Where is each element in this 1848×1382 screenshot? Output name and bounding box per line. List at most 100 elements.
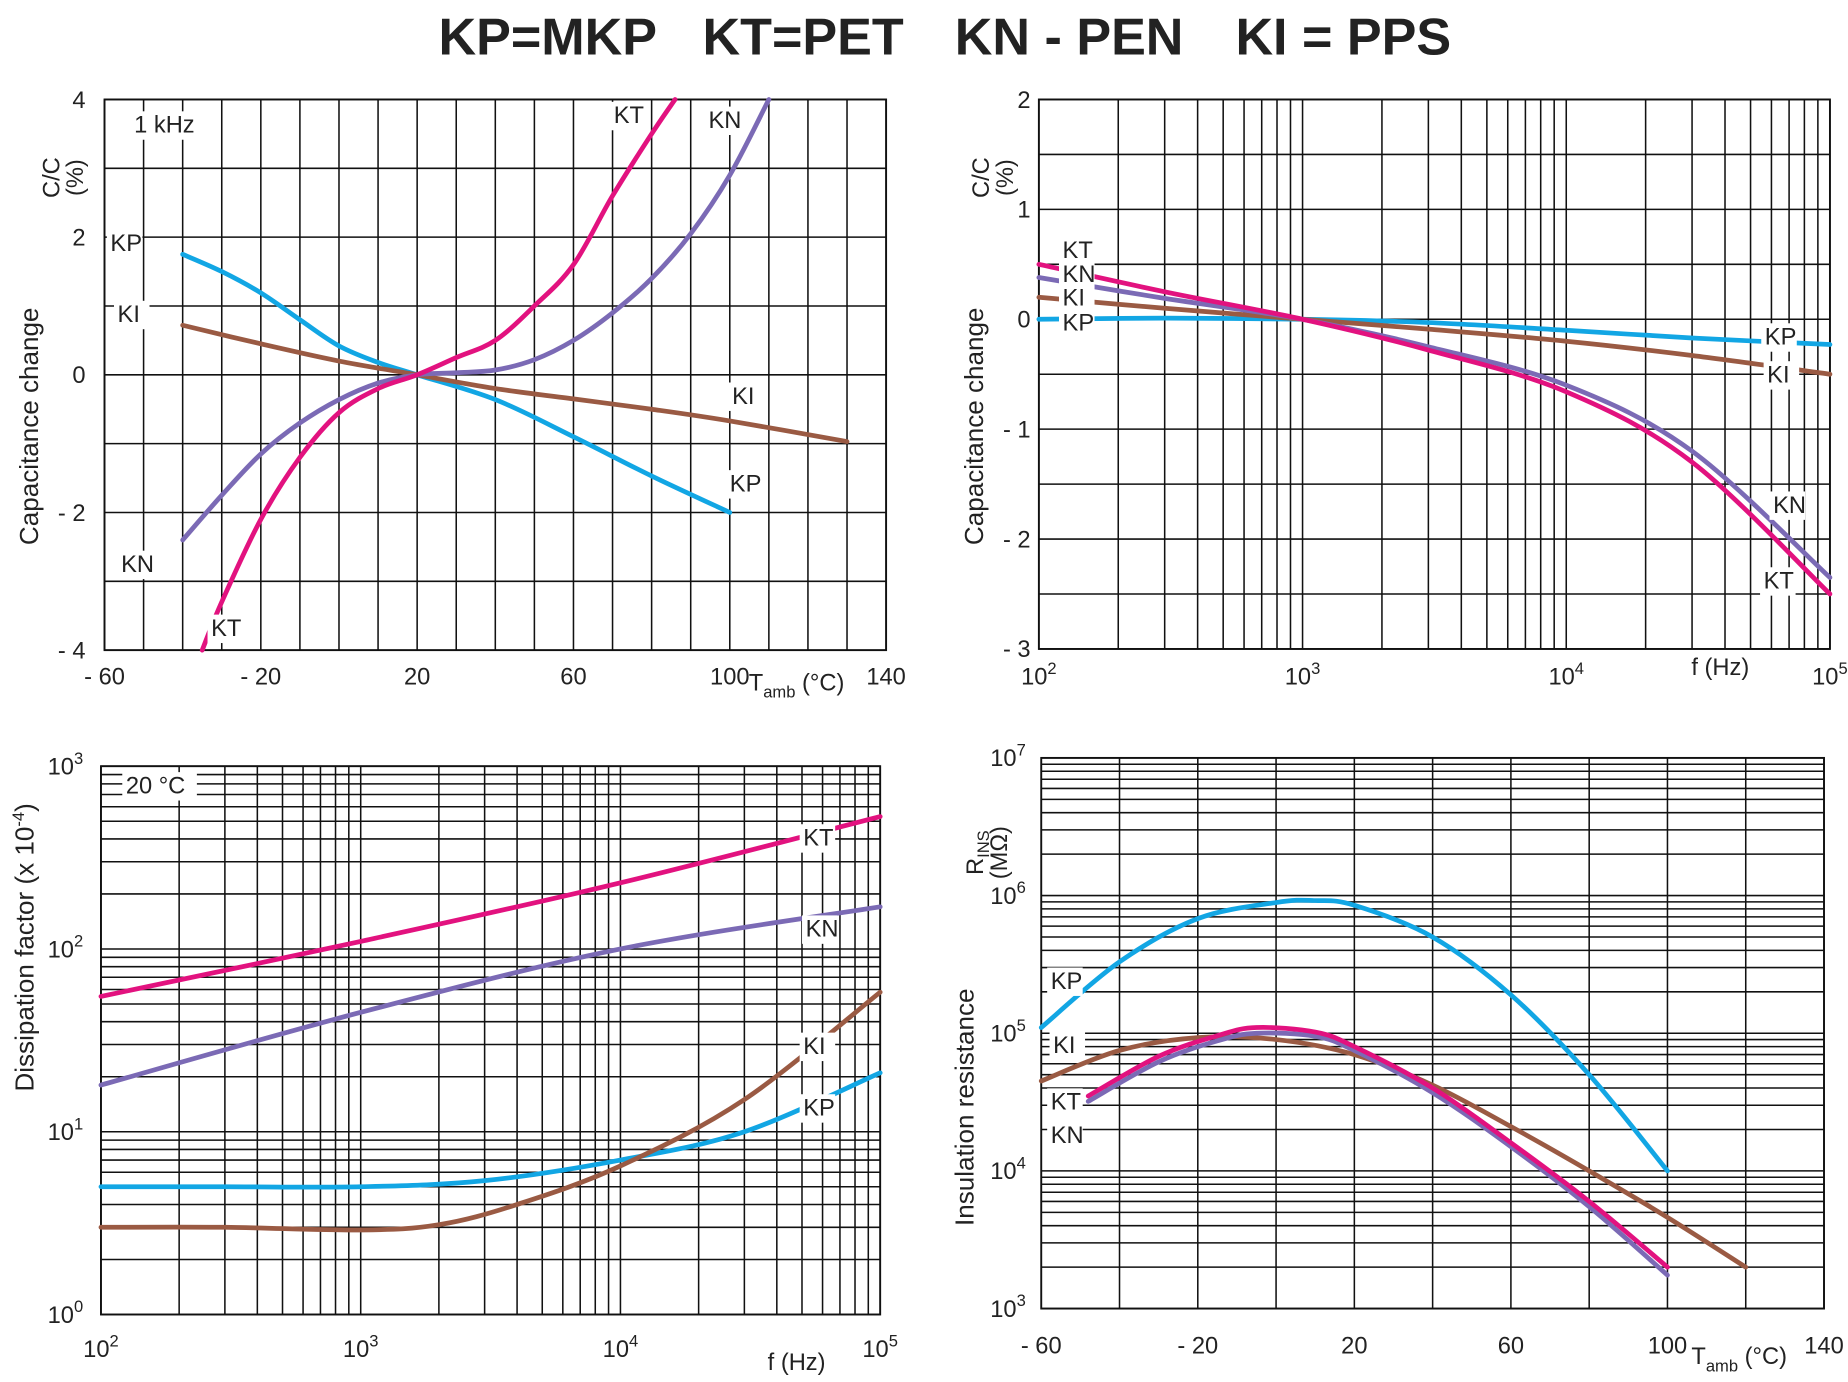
annotation-background [130, 111, 206, 140]
annotation-background [728, 382, 765, 411]
x-axis-label: Tamb (°C) [749, 670, 845, 701]
y-axis-short-label: C/C(%) [40, 157, 90, 198]
y-tick-label-base: 10 [48, 937, 74, 963]
annotation-background [704, 106, 741, 136]
series-kn-line [180, 97, 772, 543]
series-kt-line [1085, 1025, 1670, 1270]
annotation-background [106, 229, 143, 259]
y-tick-label: - 2 [1003, 527, 1031, 553]
series-kt-line [98, 814, 883, 999]
x-tick-label-base: 10 [1812, 664, 1838, 690]
grid [103, 98, 887, 651]
y-axis-label: Insulation resistance [950, 989, 980, 1226]
x-tick-label-exp: 4 [1575, 659, 1584, 678]
annotation-background [207, 614, 244, 644]
x-tick-label: 20 [404, 664, 430, 690]
grid [1040, 757, 1825, 1310]
x-tick-label-exp: 4 [629, 1331, 638, 1350]
curve-label: KN [1773, 493, 1806, 519]
y-axis-label-close: ) [9, 803, 39, 812]
x-tick-label: 60 [560, 664, 586, 690]
curve-label: KI [1053, 1033, 1075, 1059]
x-tick-label-base: 10 [343, 1337, 369, 1363]
curve-label: KT [211, 616, 241, 642]
annotation-background [799, 824, 836, 853]
y-tick-label-exp: 5 [1017, 1016, 1026, 1035]
annotation-background [122, 772, 197, 801]
y-axis-label-text: Dissipation factor (x 10 [9, 827, 39, 1092]
y-tick-label: - 3 [1003, 637, 1031, 663]
y-tick-label-exp: 3 [1017, 1291, 1026, 1310]
curve-label: KP [1063, 310, 1095, 336]
curve-label: 20 °C [126, 773, 185, 799]
x-tick-label: 105 [1812, 659, 1848, 691]
y-axis-unit: (%) [993, 159, 1019, 196]
grid [100, 765, 881, 1316]
x-tick-label-base: 10 [1548, 664, 1574, 690]
x-tick-label: - 60 [1021, 1334, 1062, 1360]
x-axis-label-unit: (°C) [795, 670, 844, 696]
plot-frame [103, 98, 888, 652]
x-tick-label-exp: 5 [889, 1331, 898, 1350]
x-tick-label: 105 [862, 1331, 898, 1363]
curve-label: KN [1051, 1123, 1084, 1149]
annotation-background [113, 300, 150, 330]
annotation-background [726, 470, 762, 499]
series-kp-line [1036, 315, 1833, 347]
curve-label: KP [1051, 969, 1083, 995]
series-kn-line [98, 904, 883, 1088]
series-kn-line [1085, 1030, 1670, 1278]
annotation-background [1769, 491, 1806, 520]
y-tick-label-base: 10 [990, 1022, 1016, 1048]
grid [1038, 98, 1831, 650]
y-tick-label-base: 10 [990, 746, 1016, 772]
curve-label: KN [708, 108, 741, 134]
y-tick-label: 102 [48, 932, 84, 964]
y-tick-label: 104 [990, 1154, 1026, 1186]
curve-label: 1 kHz [134, 113, 195, 139]
curve-label: KI [118, 302, 140, 328]
annotation-background [1760, 567, 1796, 596]
curve-label: KI [1063, 286, 1085, 312]
x-tick-label-exp: 2 [1047, 659, 1056, 678]
annotation-background [1763, 361, 1800, 390]
x-tick-label: 140 [1804, 1334, 1844, 1360]
y-tick-label: 106 [990, 878, 1026, 910]
x-tick-label-base: 10 [603, 1337, 629, 1363]
y-tick-label: - 2 [58, 501, 86, 527]
x-tick-label: 100 [1648, 1334, 1688, 1360]
series-ki-line [180, 322, 850, 444]
x-axis-label: f (Hz) [1691, 655, 1749, 681]
x-axis-label-main: T [749, 670, 763, 696]
series-kt-line [199, 97, 678, 653]
y-tick-label: 0 [72, 363, 85, 389]
annotation-background [1761, 323, 1797, 352]
x-tick-label: 102 [1021, 659, 1057, 691]
y-tick-label: 103 [48, 749, 84, 781]
x-axis-label: f (Hz) [768, 1350, 826, 1376]
x-tick-label: - 20 [240, 664, 281, 690]
x-tick-label: 103 [1285, 659, 1321, 691]
legend-kt: KT=PET [703, 8, 904, 66]
annotation-background [1047, 967, 1083, 996]
x-tick-label-base: 10 [83, 1337, 109, 1363]
y-tick-label: 2 [1017, 88, 1030, 114]
y-tick-label-exp: 2 [74, 932, 83, 951]
annotation-background [1059, 309, 1095, 338]
y-tick-label-base: 10 [990, 1159, 1016, 1185]
x-axis-label-main: f (Hz) [768, 1350, 826, 1376]
series-kp-line [180, 251, 733, 515]
x-tick-label-exp: 3 [1311, 659, 1320, 678]
legend: KP=MKP KT=PET KN - PEN KI = PPS [438, 8, 1451, 66]
annotation-background [1047, 1088, 1083, 1117]
x-tick-label: 100 [710, 664, 750, 690]
series-kp-line [1038, 897, 1670, 1174]
curve-label: KP [1765, 325, 1797, 351]
y-tick-label: 2 [72, 225, 85, 251]
y-tick-label-exp: 0 [74, 1297, 83, 1316]
x-tick-label: - 20 [1177, 1334, 1218, 1360]
y-tick-label-base: 10 [48, 1303, 74, 1329]
y-tick-label-base: 10 [990, 884, 1016, 910]
